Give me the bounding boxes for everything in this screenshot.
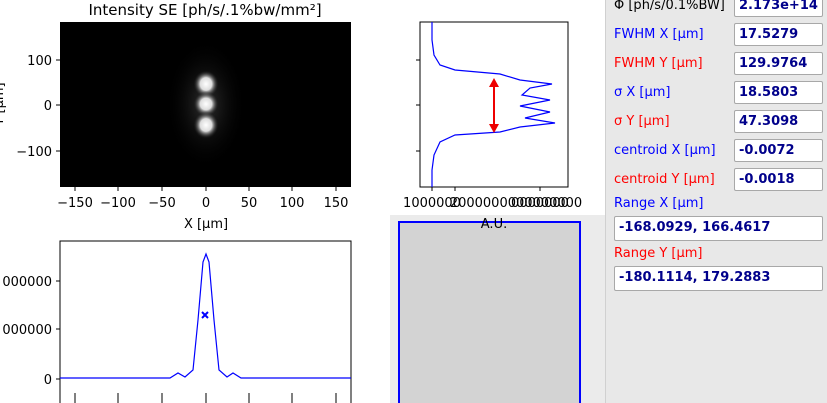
range-value: -180.1114, 179.2883: [614, 266, 823, 291]
stat-value: 18.5803: [734, 81, 823, 104]
x-tick-label: −150: [57, 196, 93, 211]
y-tick-label: 0: [44, 373, 52, 388]
centroid-marker: [201, 311, 209, 319]
stat-label: σ Y [μm]: [614, 114, 670, 129]
stat-value: -0.0072: [734, 139, 823, 162]
y-tick-label: 0: [44, 99, 52, 114]
x-tick-label: 0000000: [511, 196, 569, 211]
stat-value: 129.9764: [734, 52, 823, 75]
image-lobe: [193, 91, 219, 117]
stat-label: σ X [μm]: [614, 85, 671, 100]
x-tick-label: 50: [241, 196, 258, 211]
y-axis-label: Y [μm]: [0, 82, 7, 126]
x-tick-label: 0: [202, 196, 210, 211]
y-tick-label: −100: [16, 145, 52, 160]
y-tick-label: 100: [27, 54, 52, 69]
x-axis-label: X [μm]: [184, 217, 228, 232]
stat-value: 47.3098: [734, 110, 823, 133]
x-tick-label: 150: [324, 196, 349, 211]
stat-label: FWHM X [μm]: [614, 27, 704, 42]
x-tick-label: 1000000: [403, 196, 461, 211]
profile-y-curve: [431, 22, 556, 187]
stat-label: FWHM Y [μm]: [614, 56, 703, 71]
stat-value: 17.5279: [734, 23, 823, 46]
x-tick-label: 2000000000000000: [450, 196, 582, 211]
range-value: -168.0929, 166.4617: [614, 216, 823, 241]
x-tick-label: −50: [148, 196, 175, 211]
image-title: Intensity SE [ph/s/.1%bw/mm²]: [88, 1, 321, 19]
x-axis-label: A.U.: [481, 217, 507, 232]
y-tick-label: 000000: [2, 275, 52, 290]
image-lobe: [193, 111, 219, 139]
plots: Intensity SE [ph/s/.1%bw/mm²] −150 −100 −5…: [0, 1, 605, 403]
x-tick-label: 100: [280, 196, 305, 211]
stat-label: centroid X [μm]: [614, 143, 716, 158]
empty-view: [398, 221, 581, 403]
profile-x-curve: [60, 252, 351, 379]
stat-value: 2.173e+14: [734, 0, 823, 17]
profile-x-frame: [59, 240, 352, 403]
stats-panel: Φ [ph/s/0.1%BW] 2.173e+14 FWHM X [μm] 17.52…: [605, 0, 827, 403]
range-label: Range X [μm]: [614, 196, 704, 211]
range-label: Range Y [μm]: [614, 246, 703, 261]
y-tick-label: 000000: [2, 323, 52, 338]
x-tick-label: −100: [100, 196, 136, 211]
stat-label: centroid Y [μm]: [614, 172, 715, 187]
stat-value: -0.0018: [734, 168, 823, 191]
image-lobe: [193, 70, 219, 98]
stat-label: Φ [ph/s/0.1%BW]: [614, 0, 725, 13]
